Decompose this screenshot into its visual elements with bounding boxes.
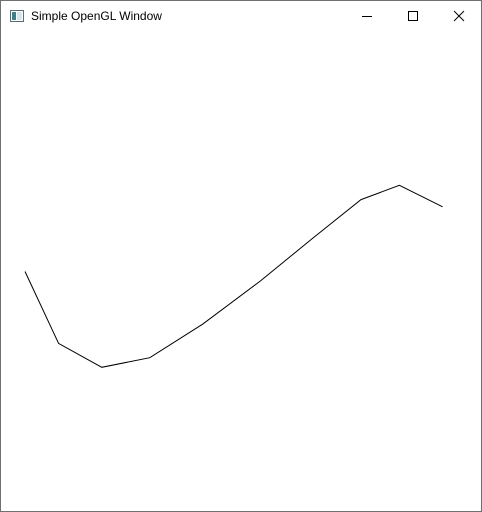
minimize-icon	[362, 16, 372, 17]
app-window-icon	[10, 10, 24, 22]
window-title: Simple OpenGL Window	[31, 9, 162, 23]
curve-plot	[24, 184, 443, 368]
minimize-button[interactable]	[344, 1, 390, 31]
title-bar[interactable]: Simple OpenGL Window	[1, 1, 481, 31]
opengl-canvas[interactable]	[1, 32, 481, 511]
close-button[interactable]	[436, 1, 482, 31]
curve-line	[24, 184, 443, 368]
close-icon	[453, 10, 465, 22]
maximize-icon	[408, 11, 418, 21]
maximize-button[interactable]	[390, 1, 436, 31]
